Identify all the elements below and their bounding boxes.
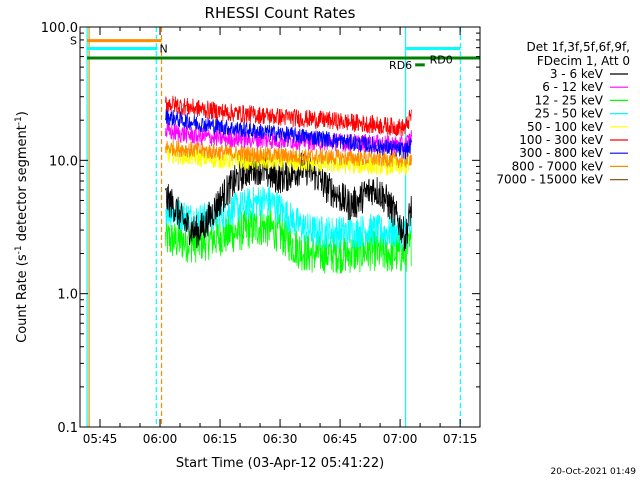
x-tick-label-05-45: 05:45: [83, 432, 118, 446]
vertical-markers: [86, 27, 461, 427]
legend-label-12-25-kev: 12 - 25 keV: [535, 93, 604, 107]
y-axis-label-part-3: ): [15, 111, 30, 116]
series-100-300-kev: [165, 95, 412, 137]
y-tick-label-100-0: 100.0: [41, 21, 78, 36]
annotation-rd0-label: RD0: [430, 54, 453, 67]
series-50-100-kev: [165, 144, 412, 176]
legend-label-6-12-kev: 6 - 12 keV: [542, 80, 604, 94]
legend-label-25-50-kev: 25 - 50 keV: [535, 107, 604, 121]
annotation-n-label: N: [160, 42, 168, 55]
x-tick-label-07-00: 07:00: [383, 432, 418, 446]
legend-label-50-100-kev: 50 - 100 keV: [527, 120, 604, 134]
annotations-layer: S N RD6 RD0: [70, 35, 480, 72]
legend-label-3-6-kev: 3 - 6 keV: [550, 67, 604, 81]
y-axis: 0.1 1.0 10.0 100.0: [41, 21, 480, 436]
y-tick-label-10-0: 10.0: [49, 154, 78, 169]
series-300-800-kev: [165, 108, 412, 160]
legend-label-100-300-kev: 100 - 300 keV: [519, 133, 603, 147]
x-tick-label-06-45: 06:45: [323, 432, 358, 446]
y-axis-label: Count Rate (s-1 detector segment-1): [14, 111, 30, 343]
y-axis-label-part-2: detector segment: [15, 125, 30, 245]
y-tick-label-0-1: 0.1: [57, 421, 78, 436]
x-axis: 05:45 06:00 06:15 06:30 06:45 07:00 07:15: [83, 27, 478, 446]
x-tick-label-06-00: 06:00: [143, 432, 178, 446]
chart-title: RHESSI Count Rates: [205, 4, 356, 22]
annotation-rd6-label: RD6: [389, 59, 412, 72]
y-axis-label-sup-1: -1: [14, 245, 24, 254]
series-800-7000-kev: [165, 140, 412, 169]
x-tick-label-06-15: 06:15: [203, 432, 238, 446]
annotation-s-label: S: [70, 35, 77, 48]
x-tick-label-07-15: 07:15: [443, 432, 478, 446]
y-axis-label-sup-2: -1: [14, 116, 24, 125]
generation-timestamp: 20-Oct-2021 01:49: [551, 467, 637, 477]
legend-header-line-2: FDecim 1, Att 0: [537, 54, 630, 68]
y-tick-label-1-0: 1.0: [57, 288, 78, 303]
y-axis-label-part-1: Count Rate (s: [15, 254, 30, 343]
series-layer: [165, 95, 412, 274]
legend-label-7000-15000-kev: 7000 - 15000 keV: [496, 173, 603, 187]
x-tick-label-06-30: 06:30: [263, 432, 298, 446]
series-3-6-kev: [165, 152, 412, 252]
x-axis-label: Start Time (03-Apr-12 05:41:22): [176, 456, 384, 471]
legend-header-line-1: Det 1f,3f,5f,6f,9f,: [526, 40, 630, 54]
legend-label-300-800-kev: 300 - 800 keV: [519, 146, 603, 160]
legend-label-800-7000-kev: 800 - 7000 keV: [512, 159, 604, 173]
legend: Det 1f,3f,5f,6f,9f, FDecim 1, Att 0 3 - …: [496, 40, 630, 187]
